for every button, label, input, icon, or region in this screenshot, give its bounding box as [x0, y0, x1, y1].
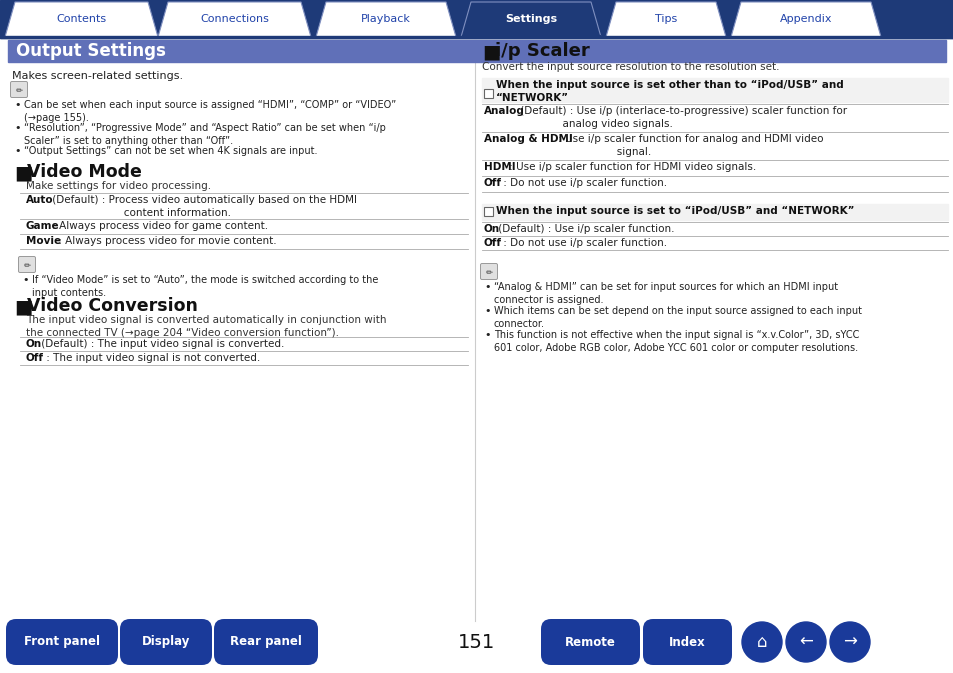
Text: On: On: [483, 224, 499, 234]
Text: Can be set when each input source is assigned “HDMI”, “COMP” or “VIDEO”
(→page 1: Can be set when each input source is ass…: [24, 100, 395, 123]
Text: Connections: Connections: [200, 15, 269, 24]
Text: Tips: Tips: [654, 15, 677, 24]
Polygon shape: [460, 2, 600, 37]
Text: : Do not use i/p scaler function.: : Do not use i/p scaler function.: [500, 238, 667, 248]
Text: Off: Off: [483, 178, 501, 188]
Text: Which items can be set depend on the input source assigned to each input
connect: Which items can be set depend on the inp…: [494, 306, 862, 329]
Text: Analog & HDMI: Analog & HDMI: [483, 134, 572, 144]
Text: Movie: Movie: [26, 236, 61, 246]
Text: : Always process video for game content.: : Always process video for game content.: [50, 221, 268, 231]
Text: Video Conversion: Video Conversion: [27, 297, 197, 315]
Text: ■: ■: [14, 163, 32, 182]
Text: Front panel: Front panel: [24, 635, 100, 649]
Text: (Default) : Process video automatically based on the HDMI
                      : (Default) : Process video automatically …: [50, 195, 356, 218]
Text: : Use i/p scaler function for HDMI video signals.: : Use i/p scaler function for HDMI video…: [505, 162, 756, 172]
Text: •: •: [14, 123, 20, 133]
Text: •: •: [14, 146, 20, 156]
Text: When the input source is set other than to “iPod/USB” and
“NETWORK”: When the input source is set other than …: [496, 80, 842, 103]
Text: The input video signal is converted automatically in conjunction with
the connec: The input video signal is converted auto…: [26, 315, 386, 339]
FancyBboxPatch shape: [6, 619, 118, 665]
Text: Off: Off: [26, 353, 44, 363]
Text: : Use i/p scaler function for analog and HDMI video
                   signal.: : Use i/p scaler function for analog and…: [555, 134, 823, 157]
Text: •: •: [14, 100, 20, 110]
FancyBboxPatch shape: [642, 619, 731, 665]
FancyBboxPatch shape: [213, 619, 317, 665]
Bar: [483, 89, 493, 98]
FancyBboxPatch shape: [18, 256, 35, 273]
Text: •: •: [483, 306, 490, 316]
Text: ✏: ✏: [485, 267, 492, 277]
Text: •: •: [483, 282, 490, 292]
Text: Make settings for video processing.: Make settings for video processing.: [26, 181, 211, 191]
Text: Output Settings: Output Settings: [16, 42, 166, 60]
Text: ✏: ✏: [15, 85, 23, 94]
Text: ■: ■: [14, 297, 32, 316]
Text: HDMI: HDMI: [483, 162, 515, 172]
Text: i/p Scaler: i/p Scaler: [495, 42, 589, 60]
Text: “Output Settings” can not be set when 4K signals are input.: “Output Settings” can not be set when 4K…: [24, 146, 317, 156]
Polygon shape: [605, 2, 725, 37]
FancyBboxPatch shape: [10, 81, 28, 98]
Text: On: On: [26, 339, 42, 349]
Text: •: •: [22, 275, 29, 285]
Bar: [481, 204, 947, 220]
Circle shape: [741, 622, 781, 662]
Polygon shape: [158, 2, 311, 37]
Text: →: →: [842, 633, 856, 651]
Text: Auto: Auto: [26, 195, 53, 205]
FancyBboxPatch shape: [480, 264, 497, 279]
Text: Display: Display: [142, 635, 190, 649]
Text: Remote: Remote: [564, 635, 616, 649]
Text: •: •: [483, 330, 490, 340]
Text: Contents: Contents: [56, 15, 107, 24]
Text: Rear panel: Rear panel: [230, 635, 301, 649]
Polygon shape: [5, 2, 158, 37]
Text: ■: ■: [481, 42, 500, 61]
Text: Index: Index: [668, 635, 705, 649]
Bar: [8, 40, 945, 62]
Bar: [0, 36, 953, 38]
Text: If “Video Mode” is set to “Auto”, the mode is switched according to the
input co: If “Video Mode” is set to “Auto”, the mo…: [32, 275, 378, 298]
Text: When the input source is set to “iPod/USB” and “NETWORK”: When the input source is set to “iPod/US…: [496, 206, 854, 216]
Polygon shape: [315, 2, 456, 37]
Text: (Default) : The input video signal is converted.: (Default) : The input video signal is co…: [37, 339, 284, 349]
FancyBboxPatch shape: [120, 619, 212, 665]
Text: This function is not effective when the input signal is “x.v.Color”, 3D, sYCC
60: This function is not effective when the …: [494, 330, 859, 353]
Polygon shape: [730, 2, 880, 37]
Text: Playback: Playback: [360, 15, 411, 24]
Text: ⌂: ⌂: [756, 633, 766, 651]
Text: Makes screen-related settings.: Makes screen-related settings.: [12, 71, 183, 81]
Text: Appendix: Appendix: [779, 15, 831, 24]
Text: (Default) : Use i/p scaler function.: (Default) : Use i/p scaler function.: [495, 224, 674, 234]
Text: Game: Game: [26, 221, 59, 231]
Text: : Do not use i/p scaler function.: : Do not use i/p scaler function.: [500, 178, 667, 188]
Text: Video Mode: Video Mode: [27, 163, 142, 181]
FancyBboxPatch shape: [540, 619, 639, 665]
Bar: [483, 207, 493, 216]
Text: : The input video signal is not converted.: : The input video signal is not converte…: [43, 353, 260, 363]
Text: “Analog & HDMI” can be set for input sources for which an HDMI input
connector i: “Analog & HDMI” can be set for input sou…: [494, 282, 838, 305]
Text: “Resolution”, “Progressive Mode” and “Aspect Ratio” can be set when “i/p
Scaler”: “Resolution”, “Progressive Mode” and “As…: [24, 123, 385, 146]
Circle shape: [829, 622, 869, 662]
Text: Convert the input source resolution to the resolution set.: Convert the input source resolution to t…: [481, 62, 779, 72]
Text: (Default) : Use i/p (interlace-to-progressive) scaler function for
             : (Default) : Use i/p (interlace-to-progre…: [517, 106, 846, 129]
Text: ✏: ✏: [24, 260, 30, 269]
Text: Settings: Settings: [504, 15, 557, 24]
Bar: [461, 35, 599, 37]
Text: 151: 151: [457, 633, 496, 651]
Circle shape: [785, 622, 825, 662]
Text: : Always process video for movie content.: : Always process video for movie content…: [55, 236, 276, 246]
Text: Off: Off: [483, 238, 501, 248]
Bar: [481, 78, 947, 102]
Bar: [0, 0, 953, 38]
Text: ←: ←: [799, 633, 812, 651]
Text: Analog: Analog: [483, 106, 524, 116]
